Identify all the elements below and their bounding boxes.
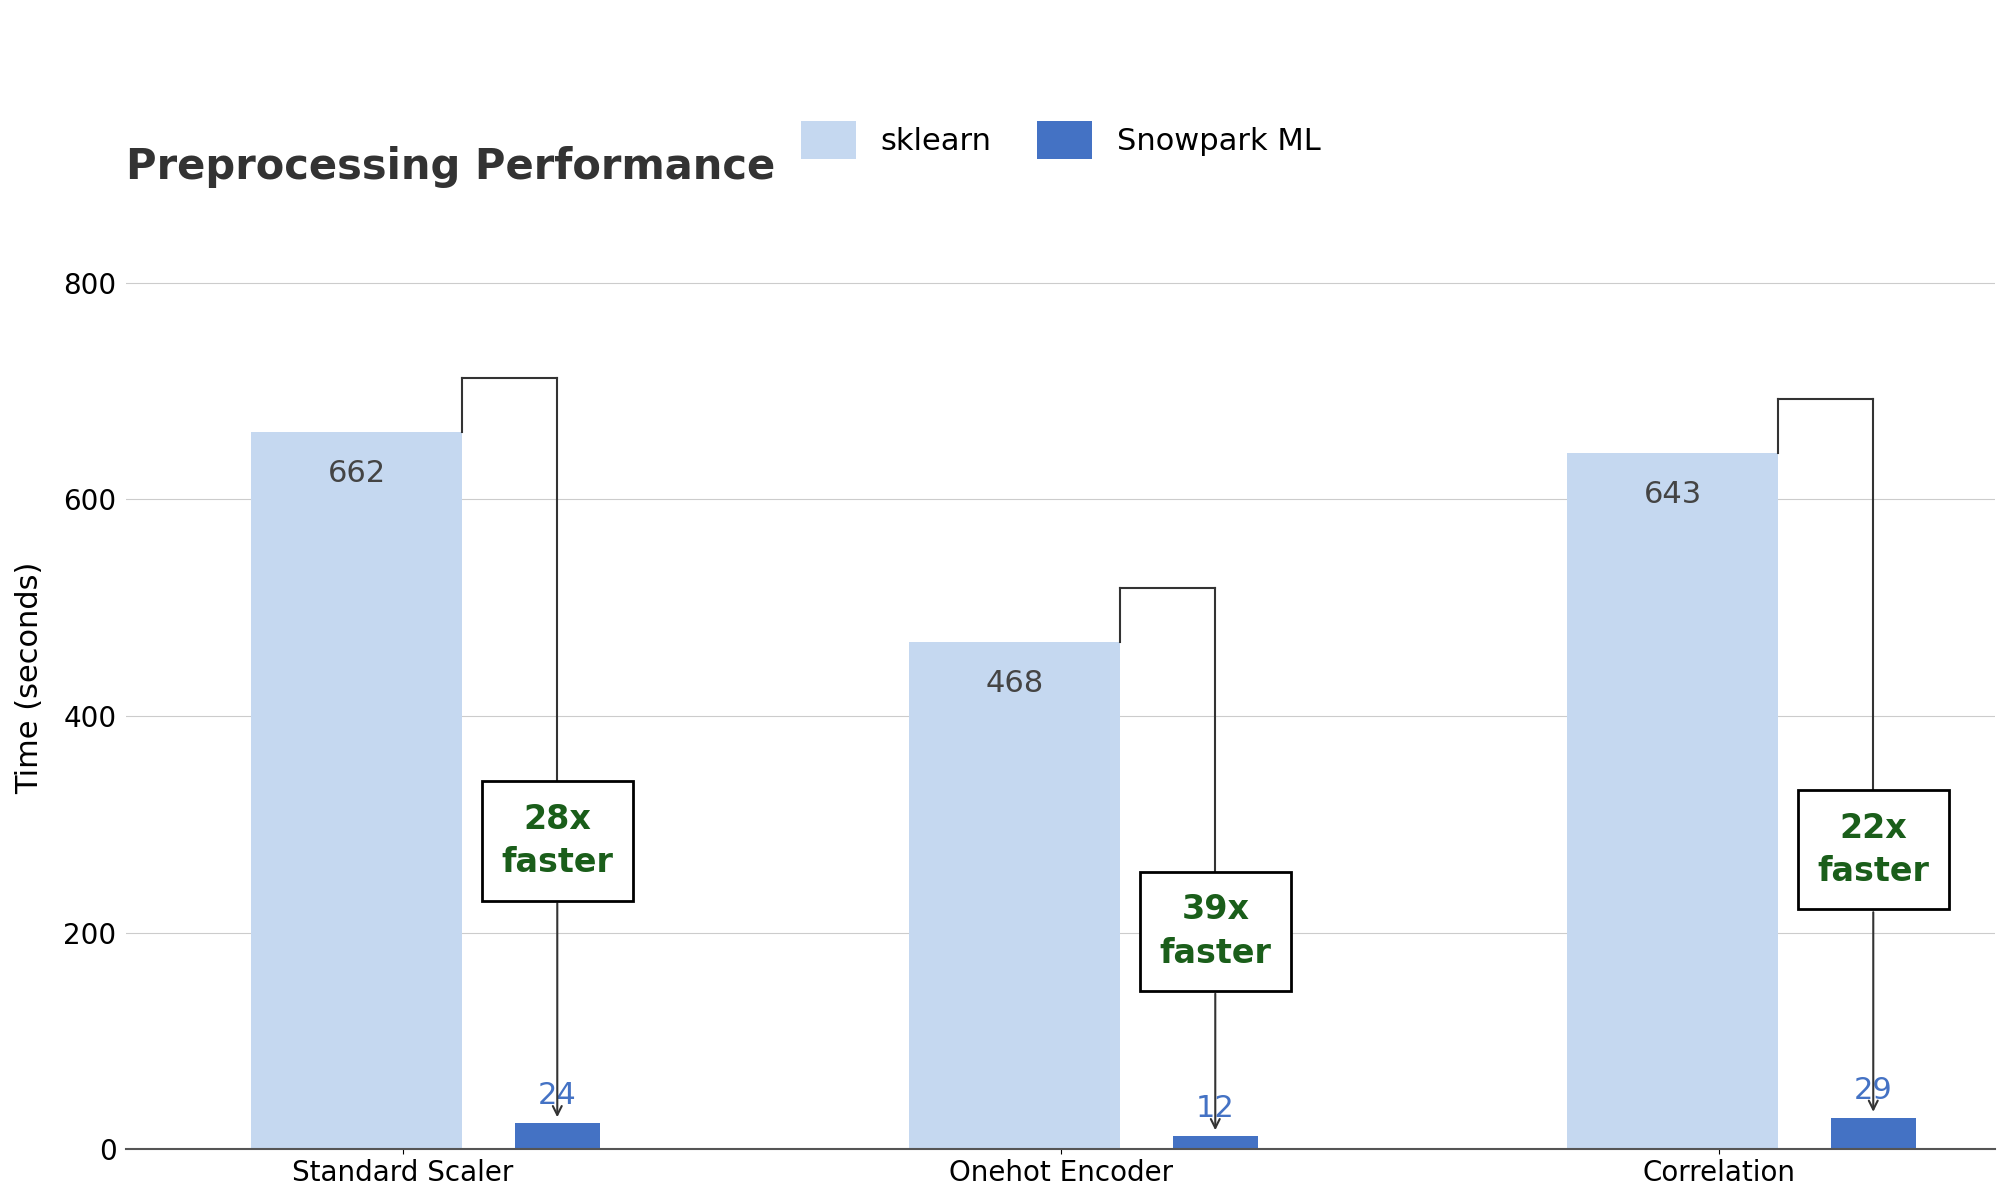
Text: Preprocessing Performance: Preprocessing Performance (127, 147, 776, 189)
Text: 28x
faster: 28x faster (500, 803, 613, 879)
FancyBboxPatch shape (1797, 790, 1950, 910)
Text: 39x
faster: 39x faster (1160, 893, 1270, 970)
Text: 12: 12 (1196, 1094, 1234, 1124)
Text: 22x
faster: 22x faster (1817, 811, 1930, 888)
Legend: sklearn, Snowpark ML: sklearn, Snowpark ML (788, 109, 1333, 171)
Text: 24: 24 (539, 1082, 577, 1111)
Bar (1172, 1136, 1258, 1149)
Text: 468: 468 (985, 670, 1043, 698)
Bar (251, 433, 462, 1149)
FancyBboxPatch shape (1140, 871, 1290, 990)
Text: 29: 29 (1853, 1076, 1893, 1105)
Text: 643: 643 (1644, 480, 1702, 508)
Y-axis label: Time (seconds): Time (seconds) (14, 561, 44, 795)
FancyBboxPatch shape (482, 781, 633, 900)
Text: 662: 662 (328, 459, 386, 488)
Bar (515, 1124, 601, 1149)
Bar (1831, 1118, 1916, 1149)
Bar (1568, 453, 1779, 1149)
Bar (909, 642, 1120, 1149)
